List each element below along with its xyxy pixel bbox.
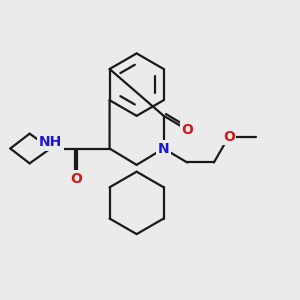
- Text: O: O: [181, 123, 193, 137]
- Text: NH: NH: [39, 135, 62, 149]
- Text: O: O: [223, 130, 235, 144]
- Text: O: O: [70, 172, 82, 186]
- Text: N: N: [158, 142, 170, 155]
